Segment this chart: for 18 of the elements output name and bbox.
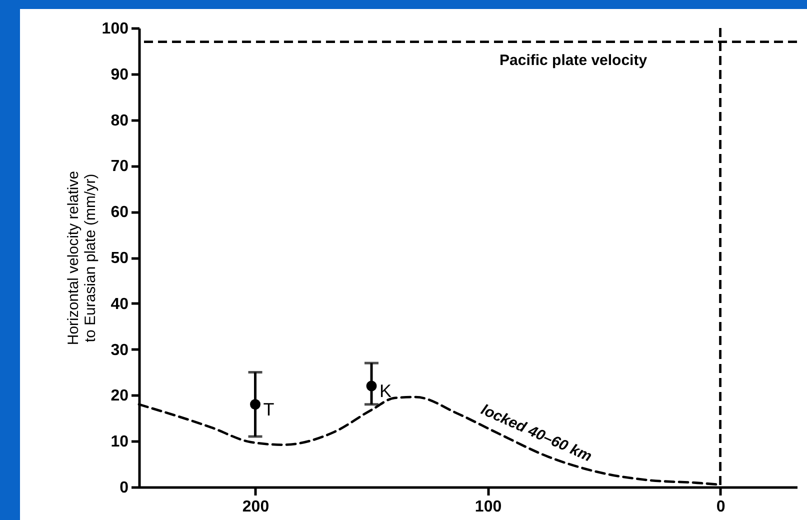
- y-tick-label: 80: [110, 112, 129, 130]
- y-tick-label: 90: [110, 66, 129, 84]
- annotation: T: [263, 399, 274, 420]
- ref-line-label: Pacific plate velocity: [499, 52, 648, 69]
- y-tick-label: 70: [110, 158, 129, 176]
- y-axis-title: Horizontal velocity relative to Eurasian plate (mm/yr): [64, 170, 99, 346]
- y-tick-label: 0: [120, 480, 129, 496]
- y-tick-label: 20: [110, 388, 129, 405]
- x-tick-label: 200: [242, 498, 270, 516]
- y-tick-label: 30: [110, 342, 129, 359]
- y-tick-label: 60: [110, 204, 129, 222]
- x-tick-label: 100: [474, 498, 502, 516]
- y-tick-label: 10: [110, 434, 129, 451]
- x-tick-label: 0: [716, 498, 726, 516]
- y-tick-label: 40: [110, 296, 129, 313]
- y-tick-label: 50: [110, 250, 129, 267]
- annotation: K: [380, 381, 392, 402]
- y-tick-label: 100: [102, 20, 129, 38]
